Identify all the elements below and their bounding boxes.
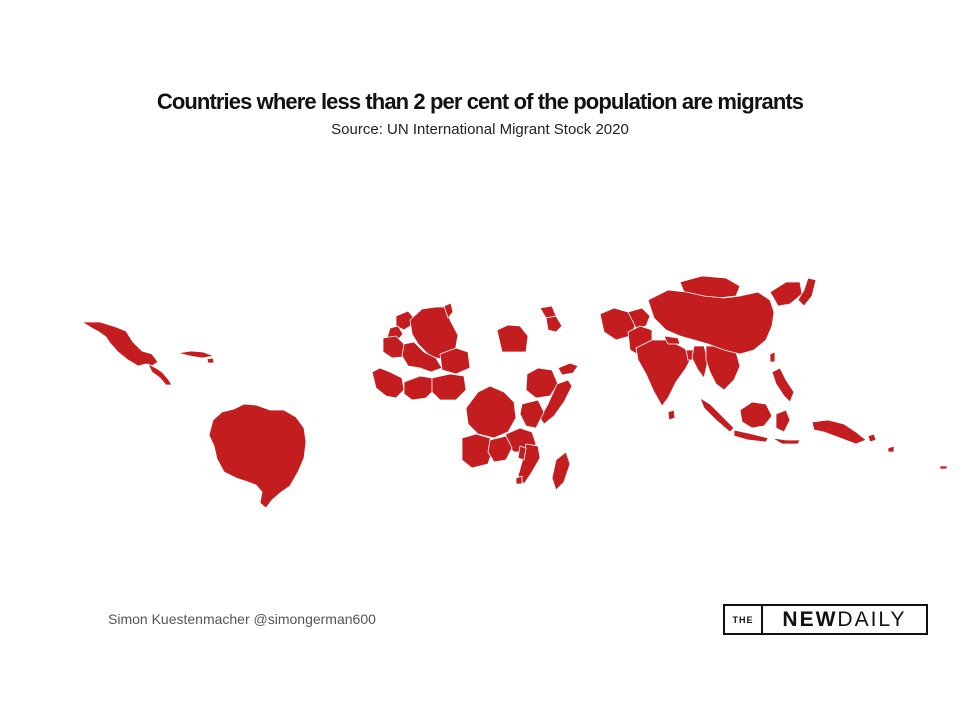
the-new-daily-logo: THE NEW DAILY <box>723 604 928 635</box>
region-korea <box>769 281 803 307</box>
logo-wordmark: NEW DAILY <box>763 606 926 633</box>
region-niger <box>439 347 471 375</box>
region-tunisia <box>443 302 454 319</box>
region-mexico <box>81 321 159 367</box>
region-iraq <box>545 315 563 333</box>
region-yemen <box>557 362 579 376</box>
region-brazil <box>208 403 307 509</box>
map-title: Countries where less than 2 per cent of … <box>156 89 804 114</box>
region-cuba <box>177 350 215 359</box>
region-madagascar <box>551 451 571 491</box>
region-lesotho <box>515 475 523 485</box>
region-myanmar <box>691 345 709 379</box>
region-somalia <box>539 379 573 425</box>
region-zambia <box>487 435 513 463</box>
logo-new-text: NEW <box>782 607 838 631</box>
region-malawi <box>517 445 527 461</box>
region-nigeria <box>431 373 467 401</box>
region-philippines <box>771 367 795 403</box>
map-subtitle: Source: UN International Migrant Stock 2… <box>331 121 629 138</box>
region-japan <box>797 277 817 307</box>
region-afghanistan <box>627 307 651 329</box>
region-sumatra <box>699 397 735 433</box>
region-china <box>647 289 775 355</box>
logo-the-text: THE <box>725 606 763 633</box>
region-lesser-sunda-islands <box>771 437 801 445</box>
region-mauritania <box>382 335 405 359</box>
region-borneo <box>739 401 773 429</box>
region-kenya <box>519 399 545 429</box>
region-java <box>733 429 769 443</box>
region-algeria <box>409 306 459 361</box>
region-haiti <box>206 357 215 364</box>
region-pacific-islands <box>867 433 949 470</box>
region-india <box>635 339 693 407</box>
region-sulawesi <box>775 409 791 433</box>
region-new-guinea <box>811 419 867 445</box>
region-central-america <box>147 363 173 386</box>
logo-daily-text: DAILY <box>837 607 907 631</box>
region-central-africa <box>465 385 517 439</box>
region-western-sahel <box>371 367 405 399</box>
region-egypt <box>496 324 529 353</box>
region-mali <box>401 341 443 373</box>
region-mozambique <box>517 443 541 485</box>
region-sri-lanka <box>667 409 676 421</box>
region-taiwan <box>769 351 776 363</box>
region-angola <box>461 433 493 469</box>
author-credit: Simon Kuestenmacher @simongerman600 <box>108 611 376 627</box>
region-gulf-of-guinea-coast <box>403 375 435 401</box>
region-nepal <box>663 335 681 345</box>
